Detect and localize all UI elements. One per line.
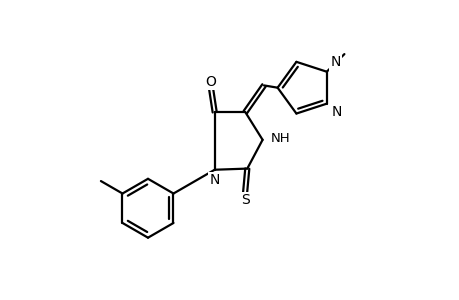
Text: S: S bbox=[240, 193, 249, 207]
Text: N: N bbox=[330, 105, 341, 118]
Text: N: N bbox=[330, 56, 340, 69]
Text: O: O bbox=[205, 75, 216, 89]
Text: NH: NH bbox=[270, 132, 290, 146]
Text: N: N bbox=[209, 173, 219, 188]
